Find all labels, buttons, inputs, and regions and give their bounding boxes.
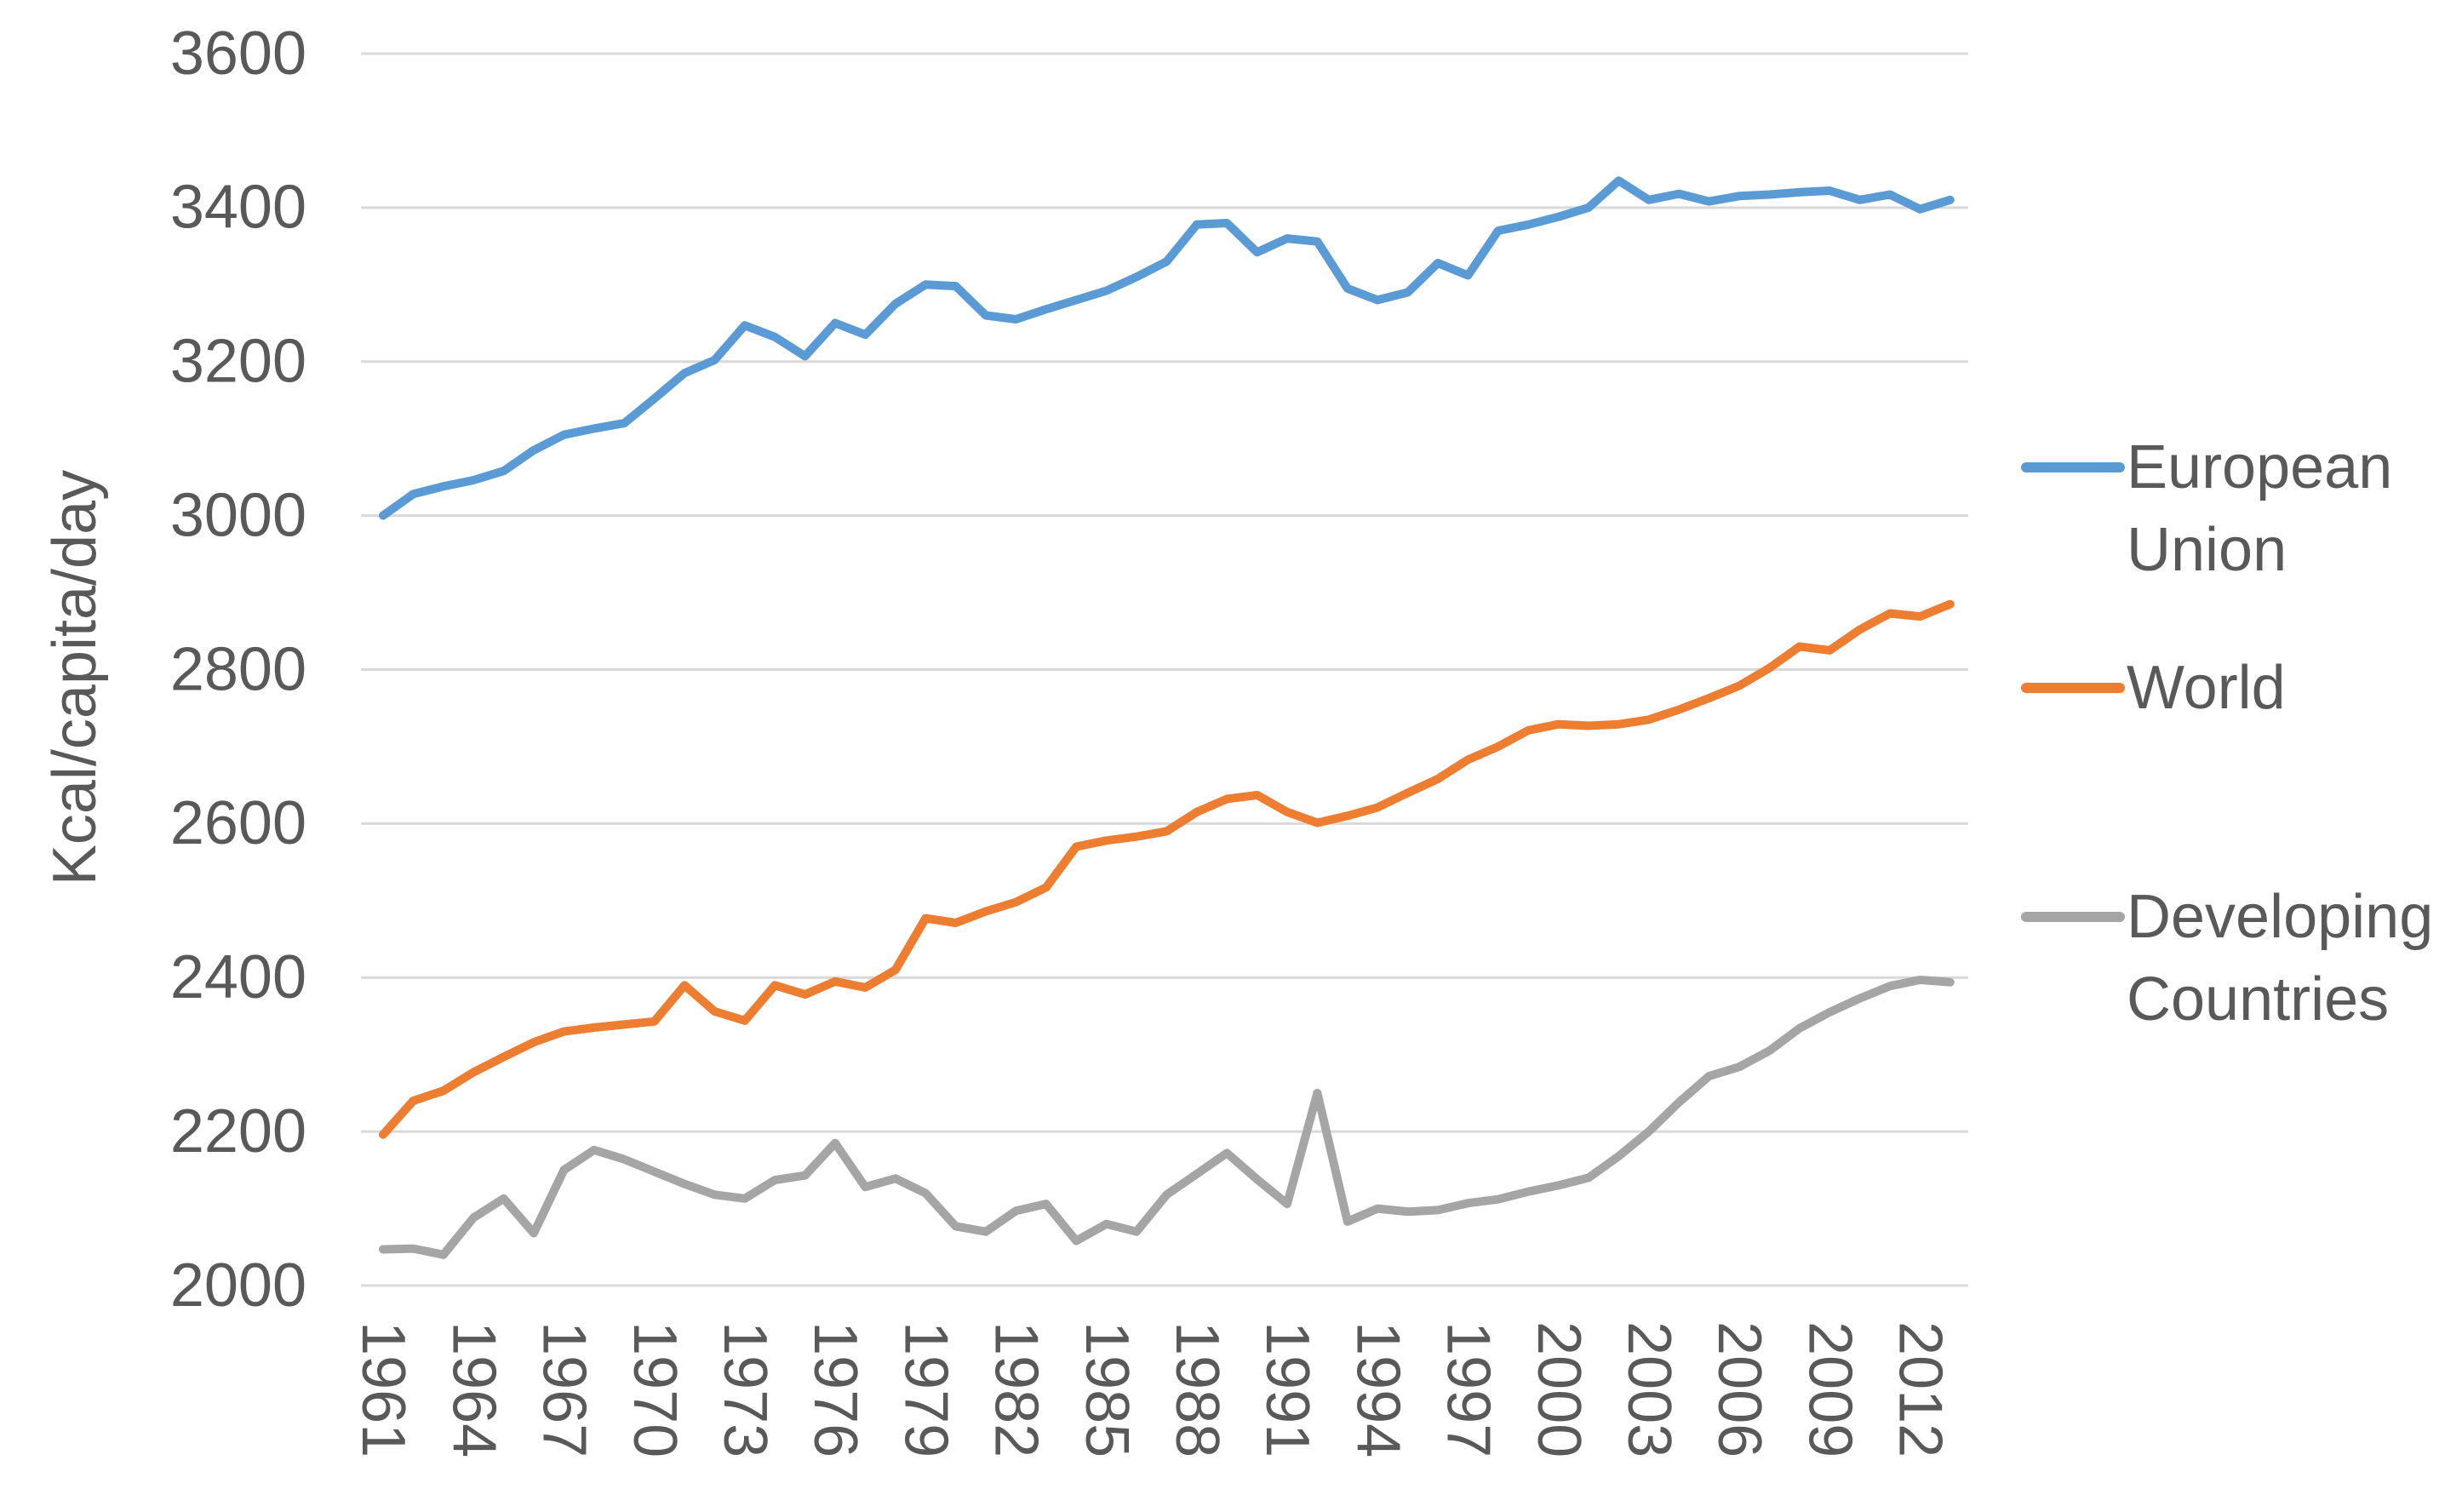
x-tick-label-1994: 1994 (1343, 1321, 1411, 1458)
y-tick-label-2600: 2600 (170, 789, 306, 857)
series-line-world (379, 599, 1955, 1139)
legend-item-developing-countries: Developing Countries (2021, 883, 2433, 1034)
x-tick-label-1997: 1997 (1434, 1321, 1503, 1458)
series-line-developing-countries (379, 976, 1955, 1259)
y-tick-label-2400: 2400 (170, 943, 306, 1011)
series-line-european-union (379, 176, 1955, 520)
y-tick-label-3200: 3200 (170, 328, 306, 396)
y-tick-label-2800: 2800 (170, 635, 306, 703)
x-tick-label-2009: 2009 (1795, 1321, 1864, 1458)
x-tick-label-1961: 1961 (349, 1321, 417, 1458)
legend-label-european-union-line-1: European (2127, 433, 2392, 501)
y-tick-label-3000: 3000 (170, 481, 306, 549)
series-lines (379, 176, 1955, 1259)
x-tick-label-1985: 1985 (1073, 1321, 1141, 1458)
x-tick-label-1982: 1982 (982, 1321, 1051, 1458)
y-axis-tick-labels: 3600 3400 3200 3000 2800 2600 2400 2200 2000 (170, 20, 306, 1320)
x-tick-label-1988: 1988 (1163, 1321, 1231, 1458)
legend-item-world: World (2021, 654, 2286, 722)
x-tick-label-2012: 2012 (1887, 1321, 1955, 1458)
legend-label-developing-countries-line-1: Developing (2127, 883, 2433, 951)
x-tick-label-1976: 1976 (801, 1321, 869, 1458)
x-tick-label-2006: 2006 (1705, 1321, 1773, 1458)
x-tick-label-1973: 1973 (711, 1321, 779, 1458)
y-tick-label-3600: 3600 (170, 20, 306, 88)
x-tick-label-1991: 1991 (1253, 1321, 1321, 1458)
x-tick-label-1979: 1979 (891, 1321, 959, 1458)
gridlines (361, 52, 1968, 1287)
y-axis-title: Kcal/capita/day (41, 470, 109, 885)
x-tick-label-2000: 2000 (1525, 1321, 1593, 1458)
x-tick-label-2003: 2003 (1615, 1321, 1683, 1458)
y-tick-label-2000: 2000 (170, 1251, 306, 1320)
legend-item-european-union: European Union (2021, 433, 2392, 584)
x-tick-label-1964: 1964 (439, 1321, 507, 1458)
x-tick-label-1967: 1967 (530, 1321, 598, 1458)
legend-label-developing-countries-line-2: Countries (2127, 965, 2389, 1034)
y-tick-label-3400: 3400 (170, 174, 306, 242)
legend-label-world-line-1: World (2127, 654, 2286, 722)
legend: European Union World Developing Countries (2021, 433, 2433, 1034)
x-tick-label-1970: 1970 (621, 1321, 689, 1458)
x-axis-tick-labels: 1961 1964 1967 1970 1973 1976 1979 1982 1985 1988… (349, 1321, 1954, 1458)
legend-label-european-union-line-2: Union (2127, 516, 2287, 584)
y-tick-label-2200: 2200 (170, 1097, 306, 1166)
